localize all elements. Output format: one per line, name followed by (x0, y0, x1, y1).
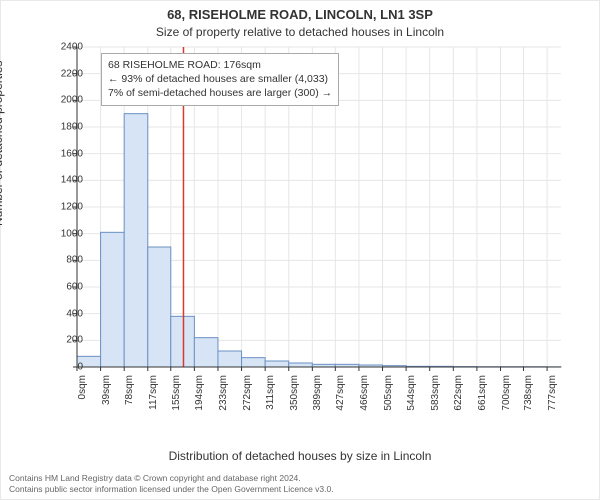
footer-line1: Contains HM Land Registry data © Crown c… (9, 473, 334, 484)
x-tick-label: 544sqm (406, 375, 417, 415)
y-tick-label: 800 (43, 255, 83, 266)
y-tick-label: 200 (43, 335, 83, 346)
y-tick-label: 2200 (43, 68, 83, 79)
y-tick-label: 1600 (43, 148, 83, 159)
x-tick-label: 389sqm (312, 375, 323, 415)
x-tick-label: 427sqm (335, 375, 346, 415)
chart-title: 68, RISEHOLME ROAD, LINCOLN, LN1 3SP (1, 7, 599, 22)
annotation-title: 68 RISEHOLME ROAD: 176sqm (108, 58, 332, 72)
annotation-line3: 7% of semi-detached houses are larger (3… (108, 86, 332, 100)
x-tick-label: 39sqm (101, 375, 112, 415)
x-tick-label: 233sqm (218, 375, 229, 415)
x-tick-label: 738sqm (523, 375, 534, 415)
y-tick-label: 600 (43, 282, 83, 293)
x-tick-label: 661sqm (477, 375, 488, 415)
y-tick-label: 2000 (43, 95, 83, 106)
y-axis-label: Number of detached properties (0, 61, 5, 226)
x-axis-label: Distribution of detached houses by size … (1, 449, 599, 463)
x-tick-label: 700sqm (501, 375, 512, 415)
annotation-line2: ← 93% of detached houses are smaller (4,… (108, 72, 332, 86)
chart-subtitle: Size of property relative to detached ho… (1, 25, 599, 39)
x-tick-label: 194sqm (194, 375, 205, 415)
y-tick-label: 1000 (43, 228, 83, 239)
x-tick-label: 117sqm (148, 375, 159, 415)
x-tick-label: 466sqm (359, 375, 370, 415)
footer-line2: Contains public sector information licen… (9, 484, 334, 495)
x-tick-label: 0sqm (77, 375, 88, 415)
y-tick-label: 400 (43, 308, 83, 319)
x-tick-label: 505sqm (383, 375, 394, 415)
annotation-box: 68 RISEHOLME ROAD: 176sqm ← 93% of detac… (101, 53, 339, 106)
x-tick-label: 155sqm (171, 375, 182, 415)
x-tick-label: 78sqm (124, 375, 135, 415)
x-tick-label: 622sqm (453, 375, 464, 415)
y-tick-label: 0 (43, 362, 83, 373)
x-tick-label: 350sqm (289, 375, 300, 415)
y-tick-label: 2400 (43, 42, 83, 53)
x-tick-label: 311sqm (265, 375, 276, 415)
y-tick-label: 1800 (43, 122, 83, 133)
x-tick-label: 272sqm (242, 375, 253, 415)
x-tick-label: 777sqm (547, 375, 558, 415)
x-tick-label: 583sqm (430, 375, 441, 415)
chart-container: 68, RISEHOLME ROAD, LINCOLN, LN1 3SP Siz… (0, 0, 600, 500)
y-tick-label: 1200 (43, 202, 83, 213)
y-tick-label: 1400 (43, 175, 83, 186)
footer: Contains HM Land Registry data © Crown c… (9, 473, 334, 495)
